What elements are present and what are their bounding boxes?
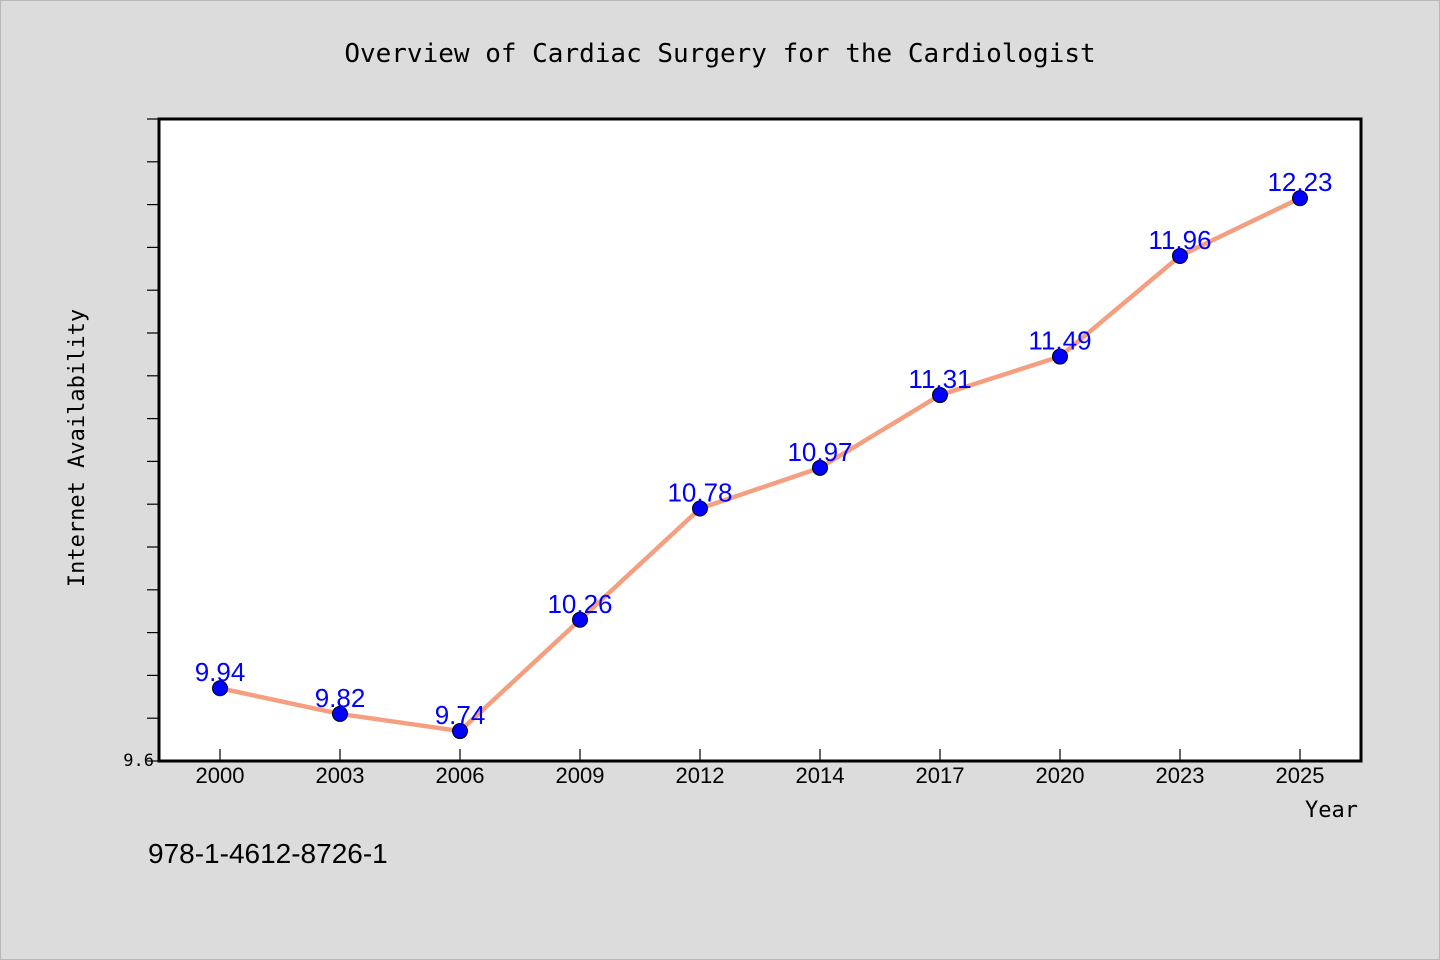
data-label: 11.96 <box>1148 225 1211 255</box>
data-point <box>1292 190 1308 207</box>
data-label: 10.97 <box>787 437 852 467</box>
data-point <box>932 387 948 404</box>
y-tick-label: 9.6 <box>123 751 154 771</box>
data-point <box>1052 348 1068 365</box>
y-axis-ticks <box>147 118 159 762</box>
data-label: 12.23 <box>1267 167 1332 197</box>
data-point <box>212 680 228 697</box>
x-tick-label: 2017 <box>916 763 965 788</box>
x-axis-ticks <box>219 749 1301 761</box>
x-axis-tick-labels: 2000 2003 2006 2009 2012 2014 2017 2020 2023 2025 <box>196 763 1325 788</box>
x-tick-label: 2012 <box>676 763 725 788</box>
x-tick-label: 2023 <box>1156 763 1205 788</box>
data-label: 9.74 <box>435 700 486 730</box>
data-label: 11.31 <box>908 364 971 394</box>
data-point <box>692 500 708 517</box>
data-point <box>812 459 828 476</box>
y-axis-tick-labels: 9.6 <box>123 751 154 771</box>
series-group: 9.94 9.82 9.74 10.26 10.78 10.97 11.31 11.49 11.… <box>195 167 1333 740</box>
isbn-text: 978-1-4612-8726-1 <box>148 838 388 869</box>
x-tick-label: 2000 <box>196 763 245 788</box>
data-label: 11.49 <box>1028 326 1091 356</box>
y-axis-label: Internet Availability <box>65 309 90 587</box>
x-tick-label: 2006 <box>436 763 485 788</box>
x-tick-label: 2020 <box>1036 763 1085 788</box>
data-label: 9.94 <box>195 657 246 687</box>
data-label: 10.78 <box>667 477 732 507</box>
x-tick-label: 2009 <box>556 763 605 788</box>
x-axis-label: Year <box>1305 798 1358 823</box>
x-tick-label: 2003 <box>316 763 365 788</box>
data-point <box>1172 247 1188 264</box>
data-label: 9.82 <box>315 683 366 713</box>
data-point <box>572 611 588 628</box>
series-line <box>219 196 1301 734</box>
plot-area <box>157 117 1363 763</box>
x-tick-label: 2014 <box>796 763 845 788</box>
data-label: 10.26 <box>547 589 612 619</box>
data-point <box>332 705 348 722</box>
x-tick-label: 2025 <box>1276 763 1325 788</box>
chart-title: Overview of Cardiac Surgery for the Card… <box>344 39 1095 69</box>
data-point <box>452 723 468 740</box>
